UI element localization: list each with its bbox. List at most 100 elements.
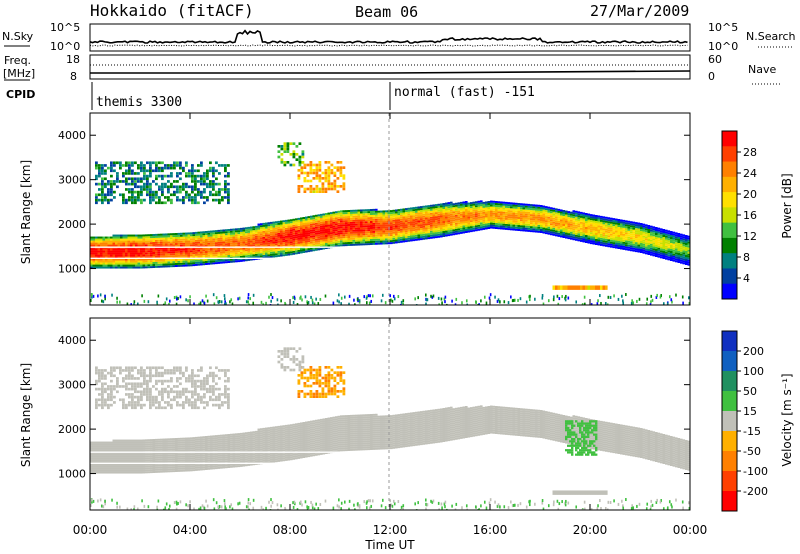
power-cell — [522, 215, 526, 218]
power-cell — [340, 220, 343, 223]
power-cell — [222, 255, 226, 258]
power-cell — [240, 237, 243, 240]
power-cell — [277, 232, 281, 235]
power-cell — [225, 251, 228, 254]
power-patch-cell — [342, 177, 346, 180]
power-cell — [492, 208, 496, 211]
power-patch-cell — [110, 161, 113, 165]
power-cell — [160, 247, 163, 250]
velocity-cell — [110, 463, 113, 466]
power-cell — [137, 258, 141, 261]
power-patch-cell — [104, 172, 107, 175]
power-cell — [287, 219, 291, 222]
power-cell — [172, 259, 176, 262]
power-cell — [380, 240, 383, 243]
power-cell — [372, 232, 376, 235]
power-cell — [310, 241, 313, 244]
power-patch-cell — [188, 169, 191, 173]
power-cell — [445, 232, 448, 235]
power-cell — [647, 237, 651, 239]
power-cell — [567, 235, 571, 238]
power-cell — [660, 242, 663, 245]
power-cell — [407, 219, 411, 222]
power-cell — [422, 231, 426, 234]
power-cell — [472, 215, 476, 218]
power-cell — [595, 239, 598, 241]
velocity-cell — [102, 449, 106, 452]
power-patch-cell — [143, 177, 146, 181]
velocity-cell — [115, 471, 118, 474]
power-cell — [200, 261, 203, 264]
power-speckle — [512, 298, 515, 302]
power-speckle — [659, 295, 662, 299]
power-cell — [535, 224, 538, 227]
power-cell — [355, 239, 358, 242]
power-cell — [622, 221, 626, 224]
power-cell — [405, 216, 408, 219]
power-cell — [242, 237, 246, 240]
power-speckle — [317, 302, 320, 305]
power-cell — [167, 265, 171, 268]
power-cell — [422, 219, 426, 222]
power-cell — [222, 253, 226, 256]
power-cell — [415, 228, 418, 231]
power-cell — [375, 236, 378, 239]
y-tick-label: 3000 — [58, 174, 86, 187]
power-patch-cell — [300, 169, 304, 172]
power-cell — [622, 223, 626, 226]
power-cell — [300, 223, 303, 226]
power-cell — [130, 256, 133, 259]
power-cell — [232, 238, 236, 241]
power-cell — [425, 219, 428, 222]
power-cell — [537, 228, 541, 231]
power-cell — [197, 255, 201, 258]
power-cell — [280, 234, 283, 237]
power-cell — [485, 221, 488, 224]
power-cell — [115, 254, 118, 257]
power-cell — [347, 214, 351, 216]
power-cell — [560, 231, 563, 234]
power-cell — [487, 205, 491, 207]
power-cell — [522, 211, 526, 214]
power-cell — [150, 264, 153, 267]
power-cell — [487, 203, 491, 205]
power-cell — [450, 217, 453, 220]
power-cell — [560, 235, 563, 238]
power-cell — [587, 225, 591, 228]
power-cell — [452, 207, 456, 210]
power-cell — [200, 239, 203, 242]
power-cell — [412, 225, 416, 228]
power-patch-cell — [324, 179, 328, 183]
power-cell — [162, 261, 166, 264]
power-cell — [467, 208, 471, 211]
power-cell — [557, 222, 561, 225]
power-patch-cell — [227, 198, 230, 202]
power-cell — [600, 239, 603, 242]
power-cell — [455, 214, 458, 217]
power-cell — [627, 232, 631, 235]
power-cell — [347, 230, 351, 232]
power-cell — [462, 229, 466, 232]
power-cell — [680, 247, 683, 250]
power-cell — [515, 228, 518, 231]
power-cell — [212, 258, 216, 261]
power-cell — [560, 215, 563, 218]
power-cell — [442, 235, 446, 237]
power-cell — [137, 236, 141, 239]
power-cell — [355, 241, 358, 244]
power-cell — [147, 248, 151, 251]
power-cell — [467, 216, 471, 219]
velocity-heatmap — [90, 347, 690, 510]
power-cell — [265, 242, 268, 245]
power-patch-cell — [298, 161, 302, 164]
power-cell — [380, 228, 383, 231]
velocity-cell — [115, 439, 118, 442]
power-cell — [512, 226, 516, 229]
power-speckle — [306, 300, 308, 304]
power-cell — [177, 252, 181, 255]
power-cell — [295, 232, 298, 235]
power-cell — [590, 240, 593, 243]
power-cell — [90, 238, 93, 241]
power-patch-cell — [191, 169, 194, 173]
